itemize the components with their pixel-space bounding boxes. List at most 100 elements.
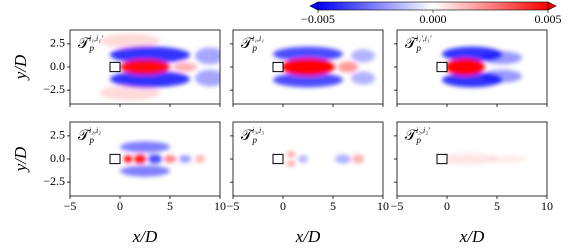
field-blob bbox=[487, 155, 527, 163]
title-sub: p bbox=[89, 135, 95, 145]
field-blobs bbox=[442, 46, 522, 88]
field-blob bbox=[437, 153, 497, 165]
colorbar-extend-high bbox=[547, 1, 557, 11]
y-tick-label: 0.0 bbox=[50, 59, 65, 73]
field-blob bbox=[134, 154, 146, 164]
field-blob bbox=[298, 155, 308, 163]
x-tick-label: −5 bbox=[391, 199, 404, 213]
heatmap-field bbox=[436, 153, 527, 165]
field-blobs bbox=[287, 151, 364, 167]
x-axis-label: x/D bbox=[132, 227, 158, 246]
x-tick-label: 5 bbox=[494, 199, 500, 213]
title-sub: p bbox=[416, 43, 422, 53]
field-blob bbox=[287, 160, 295, 167]
panel-title: 𝒯pi₂,i₂′ bbox=[405, 126, 430, 145]
field-blob bbox=[287, 151, 295, 158]
title-sub: p bbox=[252, 135, 258, 145]
x-axis-label: x/D bbox=[459, 227, 485, 246]
x-tick-label: 0 bbox=[117, 199, 123, 213]
field-blob bbox=[100, 85, 160, 101]
heatmap-field bbox=[436, 46, 522, 88]
panel-title: 𝒯pi₁′,i₁′ bbox=[405, 34, 432, 53]
colorbar-extend-low bbox=[309, 1, 319, 11]
field-blob bbox=[195, 47, 220, 65]
panel-title: 𝒯pi₁,i₁′ bbox=[78, 34, 103, 53]
title-base: 𝒯 bbox=[78, 36, 92, 52]
field-blob bbox=[120, 59, 170, 75]
field-blob bbox=[482, 69, 522, 83]
cylinder bbox=[272, 61, 284, 73]
field-blob bbox=[164, 155, 176, 163]
colorbar bbox=[317, 1, 549, 11]
x-tick-label: 0 bbox=[280, 199, 286, 213]
title-sup: i₂,i₂′ bbox=[416, 126, 430, 135]
colorbar-tick-label: −0.005 bbox=[301, 12, 335, 26]
field-blobs bbox=[437, 153, 527, 165]
y-axis-label: y/D bbox=[11, 54, 30, 81]
field-blob bbox=[351, 49, 375, 63]
field-blob bbox=[110, 46, 190, 64]
title-base: 𝒯 bbox=[405, 36, 419, 52]
title-sup: i₃,i₃ bbox=[252, 126, 264, 135]
y-tick-label: −2.5 bbox=[43, 82, 65, 96]
title-sup: i₁,i₁′ bbox=[89, 34, 103, 43]
x-tick-label: −5 bbox=[64, 199, 77, 213]
field-blob bbox=[195, 155, 205, 163]
title-sup: i₁′,i₁′ bbox=[416, 34, 432, 43]
title-base: 𝒯 bbox=[405, 128, 419, 144]
cylinder bbox=[272, 153, 284, 165]
title-sub: p bbox=[252, 43, 258, 53]
title-sup: i₁,i₁ bbox=[252, 34, 264, 43]
title-sub: p bbox=[416, 135, 422, 145]
field-blob bbox=[352, 154, 364, 164]
y-tick-label: 0.0 bbox=[50, 151, 65, 165]
x-tick-label: 10 bbox=[377, 199, 389, 213]
x-tick-label: 0 bbox=[444, 199, 450, 213]
x-axis-label: x/D bbox=[295, 227, 321, 246]
heatmap-field bbox=[272, 46, 375, 88]
panel-title: 𝒯pi₃,i₃ bbox=[241, 126, 264, 145]
x-tick-label: 10 bbox=[214, 199, 226, 213]
x-tick-label: 5 bbox=[167, 199, 173, 213]
y-tick-label: −2.5 bbox=[43, 174, 65, 188]
field-blob bbox=[110, 70, 190, 88]
field-blob bbox=[445, 58, 485, 76]
field-blobs bbox=[120, 141, 205, 177]
field-blob bbox=[335, 154, 351, 164]
field-blob bbox=[351, 71, 375, 85]
cylinder bbox=[436, 61, 448, 73]
field-blob bbox=[148, 154, 162, 164]
x-tick-label: 10 bbox=[541, 199, 553, 213]
field-blobs bbox=[100, 33, 220, 101]
cylinder bbox=[109, 153, 121, 165]
x-tick-label: −5 bbox=[227, 199, 240, 213]
field-blob bbox=[338, 61, 358, 73]
colorbar-tick-label: 0.000 bbox=[420, 12, 447, 26]
field-blob bbox=[120, 165, 170, 177]
field-blob bbox=[195, 69, 220, 87]
field-blob bbox=[273, 72, 343, 88]
title-base: 𝒯 bbox=[241, 128, 255, 144]
title-sup: i₂,i₂ bbox=[89, 126, 101, 135]
title-base: 𝒯 bbox=[78, 128, 92, 144]
field-blob bbox=[273, 46, 343, 62]
field-blob bbox=[124, 155, 132, 163]
y-tick-label: 2.5 bbox=[50, 36, 65, 50]
field-blob bbox=[120, 141, 170, 153]
heatmap-field bbox=[100, 33, 220, 101]
heatmap-field bbox=[272, 151, 364, 167]
field-blob bbox=[173, 62, 197, 72]
field-blob bbox=[179, 155, 191, 163]
field-blob bbox=[482, 51, 522, 65]
y-axis-label: y/D bbox=[11, 146, 30, 173]
y-tick-label: 2.5 bbox=[50, 128, 65, 142]
field-blob bbox=[281, 58, 335, 76]
field-blobs bbox=[273, 46, 375, 88]
heatmap-field bbox=[109, 141, 205, 177]
title-sub: p bbox=[89, 43, 95, 53]
panel-title: 𝒯pi₁,i₁ bbox=[241, 34, 264, 53]
title-base: 𝒯 bbox=[241, 36, 255, 52]
field-blob bbox=[100, 33, 160, 49]
x-tick-label: 5 bbox=[330, 199, 336, 213]
